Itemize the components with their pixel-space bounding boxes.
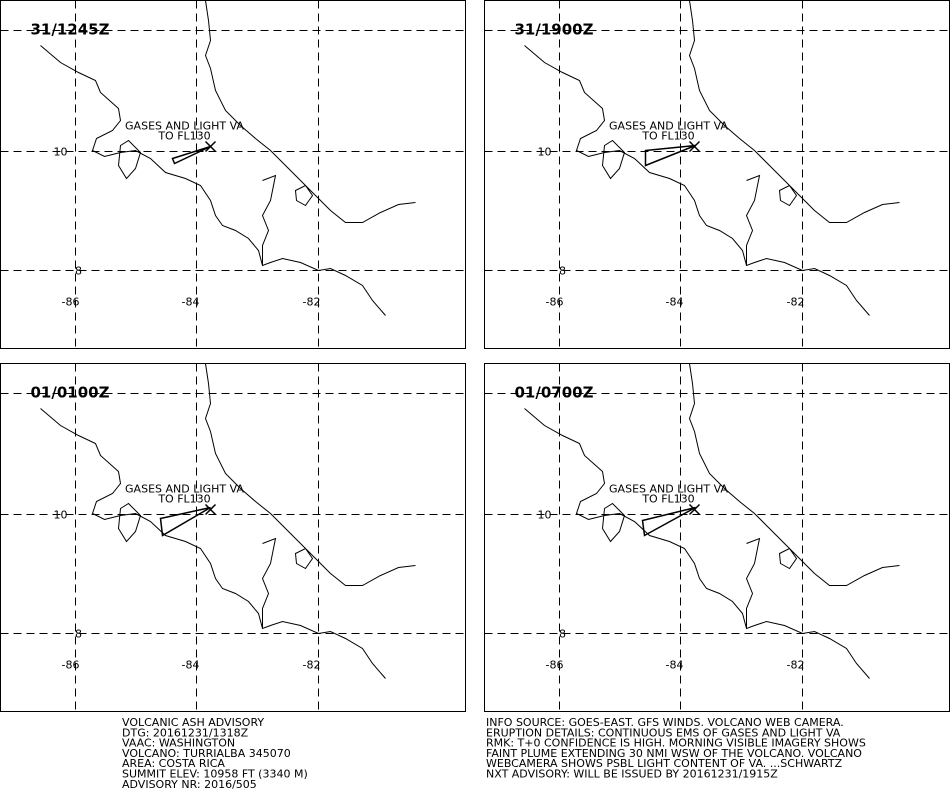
valid-time: 31/1245Z [31,21,110,39]
advisory-line: FAINT PLUME EXTENDING 30 NMI WSW OF THE … [486,747,862,760]
panel-border [0,363,466,712]
advisory-line: WEBCAMERA SHOWS PSBL LIGHT CONTENT OF VA… [486,757,843,770]
advisory-line: ADVISORY NR: 2016/505 [122,778,257,791]
lon-label: -82 [787,296,805,309]
coastline [524,363,900,679]
ash-plume [641,506,696,537]
lat-label: 10 [54,509,68,522]
lon-label: -82 [303,659,321,672]
lat-label: 8 [75,265,82,278]
volcano-marker [204,503,217,516]
advisory-line: ERUPTION DETAILS: CONTINUOUS EMS OF GASE… [486,726,841,739]
plume-label: TO FL130 [157,130,210,143]
lat-label: 8 [559,628,566,641]
advisory-line: VOLCANO: TURRIALBA 345070 [122,747,291,760]
lon-label: -82 [787,659,805,672]
lat-label: 10 [538,146,552,159]
lon-label: -84 [182,296,200,309]
map-panel: 10 8 -86 -84 -82 31/1245Z GASES AND LIGHT VATO… [0,0,466,349]
plume-label: GASES AND LIGHT VA [609,483,728,496]
map-panel: 10 8 -86 -84 -82 31/1900Z GASES AND LIGHT VATO… [484,0,950,349]
coastline [40,0,416,316]
volcano-marker [688,503,701,516]
valid-time: 31/1900Z [515,21,594,39]
ash-plume [159,506,211,537]
advisory-line: VOLCANIC ASH ADVISORY [122,716,264,729]
advisory-line: INFO SOURCE: GOES-EAST. GFS WINDS. VOLCA… [486,716,844,729]
plume-label: GASES AND LIGHT VA [609,120,728,133]
advisory-line: AREA: COSTA RICA [122,757,225,770]
coastline [524,0,900,316]
plume-label: TO FL130 [641,493,694,506]
advisory-line: RMK: T+0 CONFIDENCE IS HIGH. MORNING VIS… [486,737,866,750]
ash-plume [644,144,696,167]
valid-time: 01/0700Z [515,384,594,402]
lat-label: 8 [75,628,82,641]
lon-label: -86 [546,659,564,672]
advisory-line: VAAC: WASHINGTON [122,737,235,750]
lon-label: -84 [182,659,200,672]
lat-label: 10 [538,509,552,522]
plume-label: GASES AND LIGHT VA [125,120,244,133]
advisory-line: NXT ADVISORY: WILL BE ISSUED BY 20161231… [486,768,778,781]
map-panel: 10 8 -86 -84 -82 01/0700Z GASES AND LIGHT VATO… [484,363,950,712]
lon-label: -82 [303,296,321,309]
lon-label: -84 [666,659,684,672]
plume-label: TO FL130 [157,493,210,506]
ash-plume [171,145,211,165]
volcano-marker [688,140,701,153]
coastline [40,363,416,679]
plume-label: GASES AND LIGHT VA [125,483,244,496]
panel-border [0,0,466,349]
plume-label: TO FL130 [641,130,694,143]
volcano-marker [204,140,217,153]
valid-time: 01/0100Z [31,384,110,402]
map-panel: 10 8 -86 -84 -82 01/0100Z GASES AND LIGHT VATO… [0,363,466,712]
lon-label: -86 [62,659,80,672]
lon-label: -86 [546,296,564,309]
advisory-line: DTG: 20161231/1318Z [122,726,249,739]
advisory-line: SUMMIT ELEV: 10958 FT (3340 M) [122,768,308,781]
lon-label: -84 [666,296,684,309]
lon-label: -86 [62,296,80,309]
lat-label: 10 [54,146,68,159]
lat-label: 8 [559,265,566,278]
